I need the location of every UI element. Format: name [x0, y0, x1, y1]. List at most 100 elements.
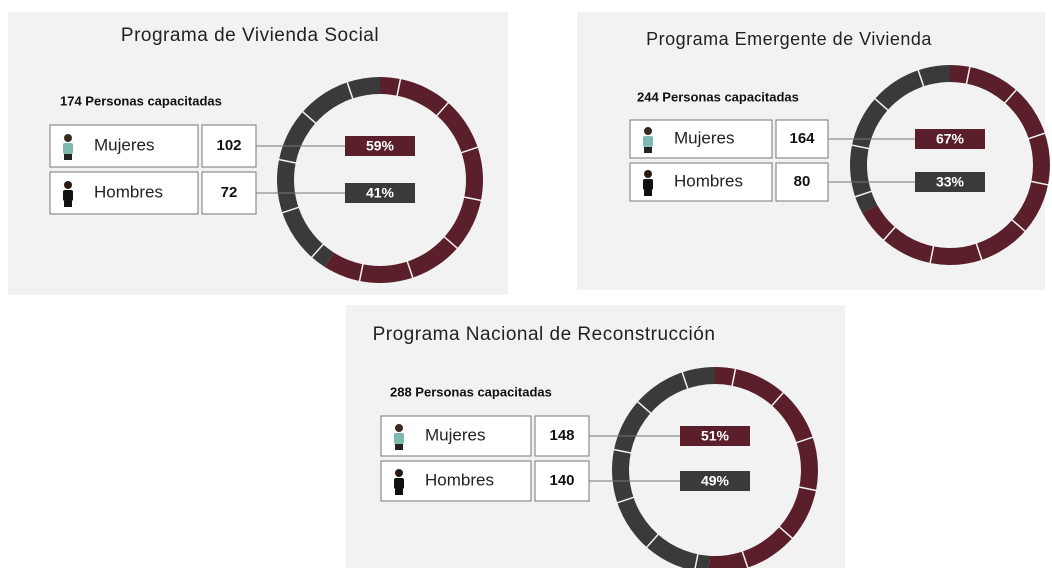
- count-value: 148: [549, 427, 574, 444]
- category-label: Mujeres: [425, 425, 485, 444]
- panel-title: Programa Nacional de Reconstrucción: [373, 324, 716, 345]
- icon-head: [644, 127, 652, 135]
- percent-label: 67%: [936, 131, 965, 147]
- segment-divider: [346, 81, 354, 100]
- count-box: [201, 124, 257, 168]
- segment-divider: [741, 550, 749, 568]
- donut-segment: [324, 77, 483, 283]
- donut-segment: [708, 367, 818, 568]
- segment-divider: [917, 69, 925, 88]
- segment-divider: [694, 553, 699, 568]
- panel-title: Programa de Vivienda Social: [121, 25, 379, 46]
- category-box: [49, 171, 199, 215]
- icon-legs: [395, 444, 403, 450]
- category-box: [629, 162, 773, 202]
- segment-divider: [396, 77, 402, 97]
- segment-divider: [301, 110, 317, 125]
- subtitle: 244 Personas capacitadas: [637, 89, 799, 104]
- icon-legs: [644, 147, 652, 153]
- panel-title: Programa Emergente de Vivienda: [646, 29, 932, 49]
- segment-divider: [277, 158, 297, 164]
- segment-divider: [798, 486, 818, 492]
- percent-label: 51%: [701, 428, 730, 444]
- segment-divider: [882, 225, 897, 242]
- percent-label: 49%: [701, 473, 730, 489]
- category-box: [629, 119, 773, 159]
- segment-divider: [975, 242, 983, 261]
- count-value: 80: [794, 173, 811, 190]
- icon-body: [643, 136, 653, 147]
- count-value: 102: [216, 137, 241, 154]
- category-label: Hombres: [425, 470, 494, 489]
- segment-divider: [636, 400, 652, 415]
- panel: Programa de Vivienda Social 174 Personas …: [8, 12, 508, 295]
- segment-divider: [1010, 218, 1027, 233]
- segment-divider: [731, 367, 737, 387]
- category-label: Mujeres: [94, 135, 154, 154]
- icon-legs: [395, 489, 403, 495]
- percent-label: 41%: [366, 185, 395, 201]
- count-box: [775, 162, 829, 202]
- segment-divider: [358, 263, 364, 283]
- category-label: Hombres: [94, 182, 163, 201]
- segment-divider: [406, 260, 414, 279]
- segment-divider: [770, 391, 785, 407]
- icon-head: [64, 134, 72, 142]
- icon-head: [64, 181, 72, 189]
- icon-head: [395, 469, 403, 477]
- subtitle: 174 Personas capacitadas: [60, 93, 222, 108]
- icon-legs: [64, 201, 72, 207]
- segment-divider: [778, 525, 794, 540]
- segment-divider: [1027, 132, 1046, 140]
- segment-divider: [850, 144, 870, 150]
- segment-divider: [795, 436, 814, 444]
- percent-box: [915, 129, 985, 149]
- icon-legs: [64, 154, 72, 160]
- icon-head: [644, 170, 652, 178]
- segment-divider: [463, 196, 483, 202]
- count-value: 72: [221, 184, 238, 201]
- panel: Programa Emergente de Vivienda 244 Person…: [577, 12, 1050, 290]
- percent-box: [345, 136, 415, 156]
- segment-divider: [460, 146, 479, 154]
- category-label: Mujeres: [674, 128, 734, 147]
- segment-divider: [645, 533, 660, 549]
- percent-label: 59%: [366, 138, 395, 154]
- percent-box: [680, 471, 750, 491]
- percent-label: 33%: [936, 174, 965, 190]
- segment-divider: [1030, 180, 1050, 186]
- icon-body: [63, 190, 73, 201]
- subtitle: 288 Personas capacitadas: [390, 384, 552, 399]
- segment-divider: [965, 65, 971, 85]
- icon-head: [395, 424, 403, 432]
- category-label: Hombres: [674, 171, 743, 190]
- donut-segment: [277, 77, 380, 267]
- segment-divider: [435, 101, 450, 117]
- segment-divider: [443, 235, 459, 250]
- category-box: [380, 415, 532, 457]
- percent-box: [345, 183, 415, 203]
- icon-body: [63, 143, 73, 154]
- segment-divider: [612, 448, 632, 454]
- count-value: 164: [789, 130, 815, 147]
- icon-body: [394, 478, 404, 489]
- segment-divider: [616, 496, 635, 504]
- segment-divider: [854, 190, 873, 198]
- category-box: [49, 124, 199, 168]
- percent-box: [680, 426, 750, 446]
- segment-divider: [310, 243, 325, 259]
- segment-divider: [281, 206, 300, 214]
- segment-divider: [929, 245, 935, 265]
- panel: Programa Nacional de Reconstrucción 288 P…: [346, 305, 845, 568]
- icon-body: [394, 433, 404, 444]
- category-box: [380, 460, 532, 502]
- icon-body: [643, 179, 653, 190]
- segment-divider: [873, 97, 890, 112]
- count-box: [201, 171, 257, 215]
- segment-divider: [1003, 88, 1018, 105]
- count-box: [775, 119, 829, 159]
- percent-box: [915, 172, 985, 192]
- donut-segment: [850, 65, 950, 214]
